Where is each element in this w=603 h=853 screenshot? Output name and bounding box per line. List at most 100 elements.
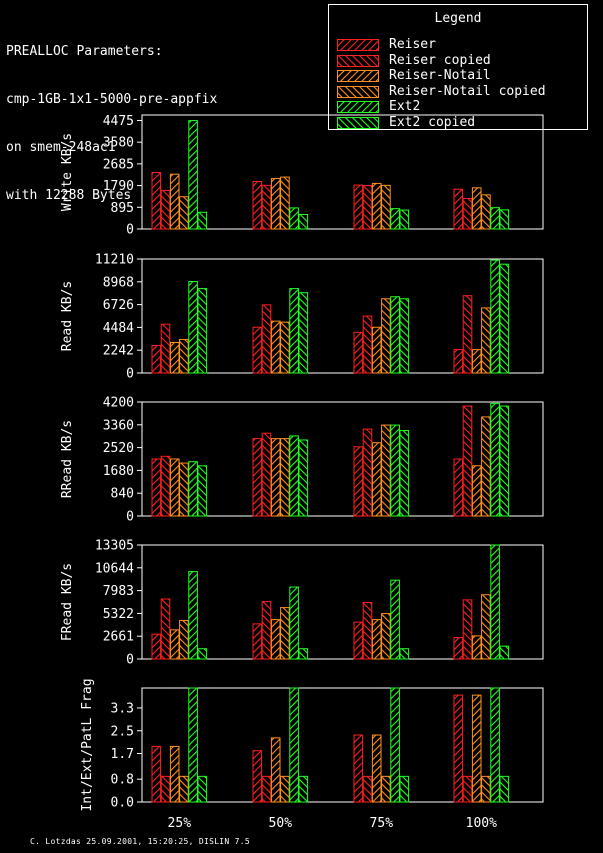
legend-item: Reiser [337, 37, 436, 53]
legend-label: Reiser-Notail [389, 68, 491, 83]
bar-reiser-notail-1 [169, 341, 180, 374]
bar-reiser-notail-copied-4 [481, 307, 491, 374]
y-tick-label: 13305 [95, 539, 134, 554]
bar-reiser-notail-2 [270, 438, 281, 517]
bar-reiser-copied-1 [160, 775, 171, 803]
bar-ext2-copied-1 [197, 211, 208, 230]
bar-ext2-2 [289, 687, 299, 803]
bar-ext2-copied-2 [298, 292, 309, 374]
x-tick-label: 50% [269, 816, 293, 831]
bar-ext2-copied-1 [197, 775, 208, 803]
legend-swatch [337, 116, 379, 129]
bar-reiser-1 [151, 745, 162, 803]
y-tick-label: 3360 [103, 418, 134, 433]
legend-swatch [337, 54, 379, 67]
bar-ext2-1 [188, 687, 198, 803]
y-tick-label: 895 [111, 201, 134, 216]
bar-reiser-notail-copied-2 [280, 176, 290, 230]
bar-reiser-copied-1 [160, 189, 171, 230]
bar-reiser-2 [252, 326, 263, 374]
bar-reiser-notail-3 [371, 442, 382, 517]
bar-reiser-notail-copied-1 [179, 462, 189, 517]
y-tick-label: 0 [126, 653, 134, 668]
legend-item: Reiser-Notail [337, 68, 491, 84]
bar-reiser-notail-copied-2 [280, 321, 290, 374]
bar-reiser-notail-3 [371, 619, 382, 660]
legend: Legend Reiser Reiser copied Reiser-Notail R… [328, 4, 588, 130]
bar-reiser-notail-copied-2 [280, 607, 290, 660]
bar-reiser-copied-4 [462, 197, 473, 230]
legend-label: Ext2 [389, 99, 421, 114]
bar-ext2-4 [490, 544, 500, 660]
bar-reiser-notail-4 [471, 694, 482, 803]
bar-reiser-copied-1 [160, 455, 171, 517]
bar-reiser-notail-copied-1 [179, 196, 189, 230]
bar-ext2-copied-3 [399, 648, 410, 660]
y-tick-label: 5322 [103, 607, 134, 622]
bar-reiser-3 [353, 331, 364, 374]
bar-ext2-2 [289, 288, 299, 374]
y-tick-label: 6726 [103, 298, 134, 313]
y-axis-label: FRead KB/s [60, 563, 75, 641]
bar-reiser-notail-4 [471, 635, 482, 660]
bar-reiser-1 [151, 458, 162, 517]
bar-ext2-3 [390, 579, 400, 660]
bar-ext2-1 [188, 571, 198, 660]
bar-ext2-4 [490, 687, 500, 803]
bar-ext2-copied-1 [197, 465, 208, 517]
bar-reiser-copied-2 [261, 601, 272, 660]
y-tick-label: 2685 [103, 157, 134, 172]
y-tick-label: 2520 [103, 441, 134, 456]
header-line-4: with 12288 Bytes [6, 188, 132, 203]
bar-reiser-copied-4 [462, 775, 473, 803]
y-tick-label: 1790 [103, 179, 134, 194]
bar-reiser-notail-3 [371, 326, 382, 374]
bar-reiser-2 [252, 750, 263, 803]
bar-reiser-notail-copied-1 [179, 619, 189, 660]
y-tick-label: 3580 [103, 136, 134, 151]
bar-reiser-3 [353, 621, 364, 660]
bar-reiser-notail-3 [371, 182, 382, 230]
bar-reiser-2 [252, 180, 263, 230]
legend-title: Legend [434, 11, 482, 26]
bar-reiser-copied-2 [261, 304, 272, 374]
x-tick-label: 100% [466, 816, 497, 831]
chart-panel-3: 0 840 1680 2520 3360 4200 RRead KB/s [60, 396, 544, 525]
legend-swatch [337, 85, 379, 98]
bar-reiser-notail-4 [471, 349, 482, 374]
legend-item: Reiser-Notail copied [337, 84, 546, 100]
bar-ext2-1 [188, 461, 198, 517]
plot-frame [141, 114, 544, 230]
bar-reiser-notail-copied-3 [381, 298, 391, 374]
bar-ext2-copied-4 [499, 405, 510, 517]
bar-reiser-copied-2 [261, 432, 272, 517]
footer-credit: C. Lotzdas 25.09.2001, 15:20:25, DISLIN … [30, 837, 251, 846]
header-line-2: cmp-1GB-1x1-5000-pre-appfix [6, 92, 218, 107]
y-tick-label: 840 [111, 487, 134, 502]
bar-reiser-1 [151, 171, 162, 230]
legend-label: Reiser-Notail copied [389, 83, 546, 99]
bar-reiser-notail-copied-4 [481, 194, 491, 230]
bar-reiser-copied-3 [362, 315, 373, 374]
y-axis-label: Int/Ext/PatL Frag [80, 678, 95, 811]
bar-reiser-notail-copied-3 [381, 184, 391, 230]
bar-reiser-notail-2 [270, 737, 281, 803]
bar-reiser-copied-3 [362, 428, 373, 517]
y-tick-label: 3.3 [111, 701, 134, 716]
y-tick-label: 11210 [95, 253, 134, 268]
bar-reiser-notail-1 [169, 173, 180, 230]
bar-ext2-2 [289, 586, 299, 660]
legend-swatch [337, 101, 379, 113]
y-tick-label: 4484 [103, 321, 134, 336]
bar-reiser-notail-2 [270, 178, 281, 230]
y-tick-label: 4475 [103, 114, 134, 129]
y-tick-label: 0.8 [111, 773, 134, 788]
bar-reiser-notail-copied-1 [179, 775, 189, 803]
legend-swatch [337, 39, 379, 51]
bar-ext2-copied-3 [399, 209, 410, 230]
bar-ext2-4 [490, 207, 500, 230]
chart-panel-5: 0.0 0.8 1.7 2.5 3.3 Int/Ext/PatL Frag 25% 50% 75… [80, 678, 544, 831]
legend-label: Reiser [389, 37, 436, 52]
bar-reiser-notail-1 [169, 458, 180, 517]
plot-frame [141, 544, 544, 660]
